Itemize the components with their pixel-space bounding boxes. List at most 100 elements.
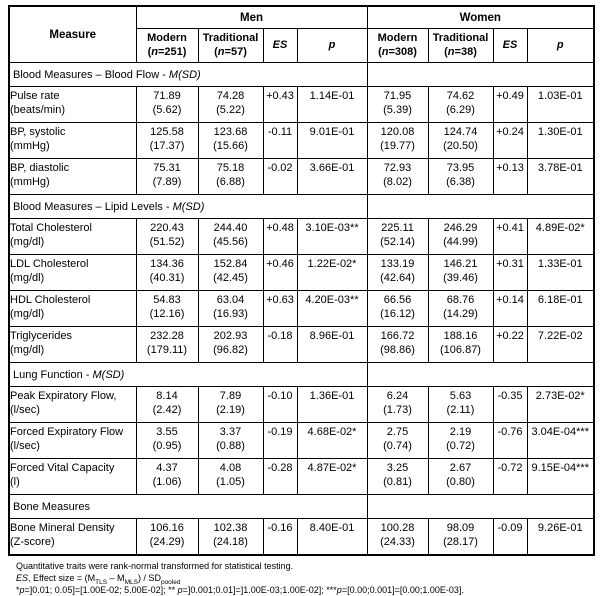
table-row: Triglycerides (mg/dl) 232.28 (179.11) 202.93… [8, 326, 595, 363]
cell-men-p: 1.22E-02* [296, 254, 368, 291]
measure-name: Forced Vital Capacity (l) [8, 458, 137, 495]
cell-men-traditional: 123.68 (15.66) [197, 122, 264, 159]
cell-women-modern: 133.19 (42.64) [366, 254, 429, 291]
measure-name: BP, diastolic (mmHg) [8, 158, 137, 195]
column-header-measure: Measure [8, 5, 137, 63]
cell-women-es: +0.13 [492, 158, 528, 195]
cell-women-traditional: 5.63 (2.11) [427, 386, 494, 423]
cell-men-modern: 8.14 (2.42) [135, 386, 199, 423]
cell-men-es: -0.10 [262, 386, 298, 423]
cell-men-traditional: 152.84 (42.45) [197, 254, 264, 291]
cell-women-traditional: 74.62 (6.29) [427, 86, 494, 123]
cell-men-es: -0.28 [262, 458, 298, 495]
cell-men-p: 4.68E-02* [296, 422, 368, 459]
cell-women-es: -0.09 [492, 518, 528, 556]
footnote-effect-size: ES, Effect size = (MTLS – MMLS) / SDpool… [16, 573, 181, 586]
column-group-women: Women [366, 5, 595, 29]
cell-men-p: 3.10E-03** [296, 218, 368, 255]
cell-men-modern: 232.28 (179.11) [135, 326, 199, 363]
cell-men-es: +0.48 [262, 218, 298, 255]
column-header-women-traditional: Traditional (n=38) [427, 28, 494, 63]
table-row: BP, diastolic (mmHg) 75.31 (7.89) 75.18 (6.88… [8, 158, 595, 195]
cell-women-traditional: 188.16 (106.87) [427, 326, 494, 363]
cell-women-p: 3.78E-01 [526, 158, 595, 195]
cell-men-modern: 134.36 (40.31) [135, 254, 199, 291]
measure-name: Triglycerides (mg/dl) [8, 326, 137, 363]
cell-men-p: 1.14E-01 [296, 86, 368, 123]
measures-table: Measure Men Women Modern (n=251) Traditi… [8, 5, 596, 556]
cell-men-modern: 220.43 (51.52) [135, 218, 199, 255]
table-row: Total Cholesterol (mg/dl) 220.43 (51.52) 244… [8, 218, 595, 255]
cell-men-p: 1.36E-01 [296, 386, 368, 423]
column-header-men-modern: Modern (n=251) [135, 28, 199, 63]
cell-men-p: 4.87E-02* [296, 458, 368, 495]
cell-men-traditional: 202.93 (96.82) [197, 326, 264, 363]
cell-women-modern: 120.08 (19.77) [366, 122, 429, 159]
cell-men-es: -0.11 [262, 122, 298, 159]
cell-men-p: 8.40E-01 [296, 518, 368, 556]
section-spacer [366, 362, 595, 387]
cell-women-p: 9.26E-01 [526, 518, 595, 556]
measure-name: BP, systolic (mmHg) [8, 122, 137, 159]
cell-women-p: 4.89E-02* [526, 218, 595, 255]
cell-women-p: 1.33E-01 [526, 254, 595, 291]
cell-men-traditional: 75.18 (6.88) [197, 158, 264, 195]
cell-men-modern: 71.89 (5.62) [135, 86, 199, 123]
cell-men-traditional: 74.28 (5.22) [197, 86, 264, 123]
cell-women-p: 9.15E-04*** [526, 458, 595, 495]
measure-name: LDL Cholesterol (mg/dl) [8, 254, 137, 291]
cell-men-traditional: 4.08 (1.05) [197, 458, 264, 495]
cell-women-traditional: 73.95 (6.38) [427, 158, 494, 195]
cell-women-traditional: 2.67 (0.80) [427, 458, 494, 495]
cell-women-p: 1.03E-01 [526, 86, 595, 123]
table-row: HDL Cholesterol (mg/dl) 54.83 (12.16) 63.04(… [8, 290, 595, 327]
column-header-men-traditional: Traditional (n=57) [197, 28, 264, 63]
cell-men-modern: 4.37 (1.06) [135, 458, 199, 495]
cell-men-traditional: 102.38 (24.18) [197, 518, 264, 556]
cell-women-es: +0.41 [492, 218, 528, 255]
cell-women-es: +0.14 [492, 290, 528, 327]
table-row: Bone Mineral Density (Z-score) 106.16 (24.2… [8, 518, 595, 556]
cell-women-traditional: 124.74 (20.50) [427, 122, 494, 159]
cell-women-es: -0.72 [492, 458, 528, 495]
cell-women-es: -0.76 [492, 422, 528, 459]
cell-women-es: +0.31 [492, 254, 528, 291]
section-row: Blood Measures – Blood Flow - M(SD) [8, 62, 595, 87]
measure-name: Pulse rate (beats/min) [8, 86, 137, 123]
footnotes: Quantitative traits were rank-normal tra… [8, 560, 593, 596]
cell-women-es: -0.35 [492, 386, 528, 423]
measure-name: Peak Expiratory Flow, (l/sec) [8, 386, 137, 423]
cell-women-traditional: 2.19 (0.72) [427, 422, 494, 459]
table-row: LDL Cholesterol (mg/dl) 134.36 (40.31) 152.8… [8, 254, 595, 291]
cell-men-es: -0.18 [262, 326, 298, 363]
cell-women-modern: 66.56 (16.12) [366, 290, 429, 327]
cell-women-modern: 166.72 (98.86) [366, 326, 429, 363]
cell-men-traditional: 7.89 (2.19) [197, 386, 264, 423]
cell-men-traditional: 244.40 (45.56) [197, 218, 264, 255]
cell-women-modern: 72.93 (8.02) [366, 158, 429, 195]
cell-men-es: +0.46 [262, 254, 298, 291]
cell-men-traditional: 63.04 (16.93) [197, 290, 264, 327]
header-sub-row: Modern (n=251) Traditional (n=57) ES p M… [9, 28, 595, 63]
cell-women-modern: 3.25 (0.81) [366, 458, 429, 495]
cell-women-es: +0.24 [492, 122, 528, 159]
cell-men-p: 4.20E-03** [296, 290, 368, 327]
cell-women-modern: 225.11 (52.14) [366, 218, 429, 255]
cell-men-p: 3.66E-01 [296, 158, 368, 195]
cell-men-es: +0.43 [262, 86, 298, 123]
section-title: Blood Measures – Blood Flow - M(SD) [8, 62, 368, 87]
footnote-transform: Quantitative traits were rank-normal tra… [16, 561, 294, 571]
cell-women-modern: 71.95 (5.39) [366, 86, 429, 123]
cell-women-p: 2.73E-02* [526, 386, 595, 423]
column-header-men-es: ES [262, 28, 298, 63]
cell-women-modern: 2.75 (0.74) [366, 422, 429, 459]
cell-women-traditional: 68.76 (14.29) [427, 290, 494, 327]
cell-men-es: -0.19 [262, 422, 298, 459]
cell-men-p: 8.96E-01 [296, 326, 368, 363]
table-row: Pulse rate (beats/min) 71.89 (5.62) 74.28 (5.… [8, 86, 595, 123]
cell-men-es: -0.02 [262, 158, 298, 195]
section-spacer [366, 62, 595, 87]
cell-men-modern: 54.83 (12.16) [135, 290, 199, 327]
section-spacer [366, 194, 595, 219]
cell-women-modern: 6.24 (1.73) [366, 386, 429, 423]
